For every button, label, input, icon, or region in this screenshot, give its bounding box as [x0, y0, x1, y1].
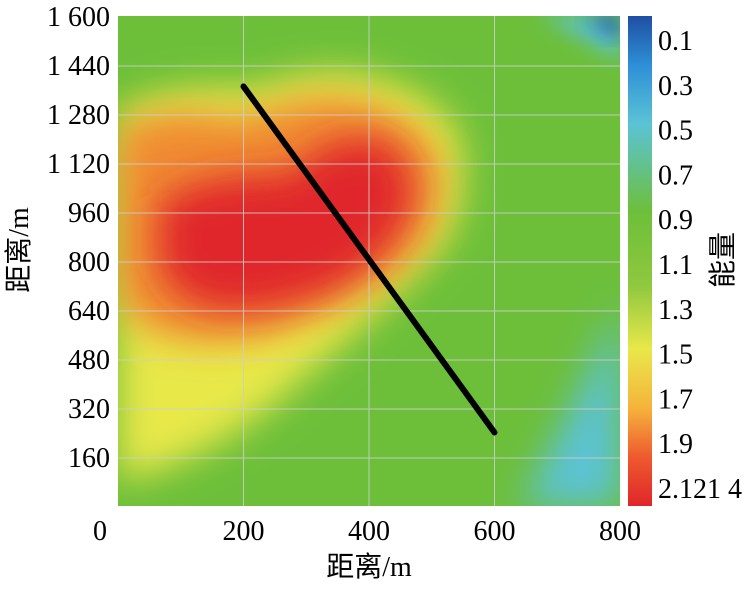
- colorbar-tick-label: 0.1: [658, 26, 693, 57]
- colorbar: [628, 16, 652, 506]
- x-axis-label: 距离/m: [326, 551, 412, 583]
- y-tick-label: 640: [68, 296, 110, 327]
- x-tick-label: 400: [348, 516, 390, 547]
- colorbar-tick-label: 1.7: [658, 384, 693, 415]
- y-axis-label: 距离/m: [3, 207, 35, 293]
- y-tick-label: 480: [68, 345, 110, 376]
- colorbar-tick-label: 1.9: [658, 429, 693, 460]
- x-tick-labels: 0 200 400 600 800: [93, 516, 641, 547]
- y-tick-label: 1 440: [47, 51, 110, 82]
- x-tick-label: 600: [474, 516, 516, 547]
- y-tick-label: 160: [68, 443, 110, 474]
- y-tick-label: 1 120: [47, 149, 110, 180]
- y-tick-label: 320: [68, 394, 110, 425]
- colorbar-tick-label: 0.9: [658, 205, 693, 236]
- x-tick-label: 0: [93, 516, 107, 547]
- x-tick-label: 200: [223, 516, 265, 547]
- y-tick-label: 960: [68, 198, 110, 229]
- colorbar-tick-label: 0.7: [658, 160, 693, 191]
- y-tick-labels: 160 320 480 640 800 960 1 120 1 280 1 440 1 600: [47, 2, 110, 474]
- colorbar-tick-labels: 0.1 0.3 0.5 0.7 0.9 1.1 1.3 1.5 1.7 1.9 2.121 4: [658, 26, 742, 505]
- colorbar-tick-label: 1.5: [658, 340, 693, 371]
- fault-line: [240, 83, 498, 436]
- y-tick-label: 1 280: [47, 100, 110, 131]
- y-tick-label: 800: [68, 247, 110, 278]
- colorbar-tick-label: 1.1: [658, 250, 693, 281]
- colorbar-tick-label: 0.5: [658, 116, 693, 147]
- x-tick-label: 800: [599, 516, 641, 547]
- colorbar-tick-label: 0.3: [658, 71, 693, 102]
- colorbar-label: 能量: [707, 232, 739, 288]
- y-tick-label: 1 600: [47, 2, 110, 33]
- colorbar-tick-label: 2.121 4: [658, 474, 742, 505]
- colorbar-tick-label: 1.3: [658, 295, 693, 326]
